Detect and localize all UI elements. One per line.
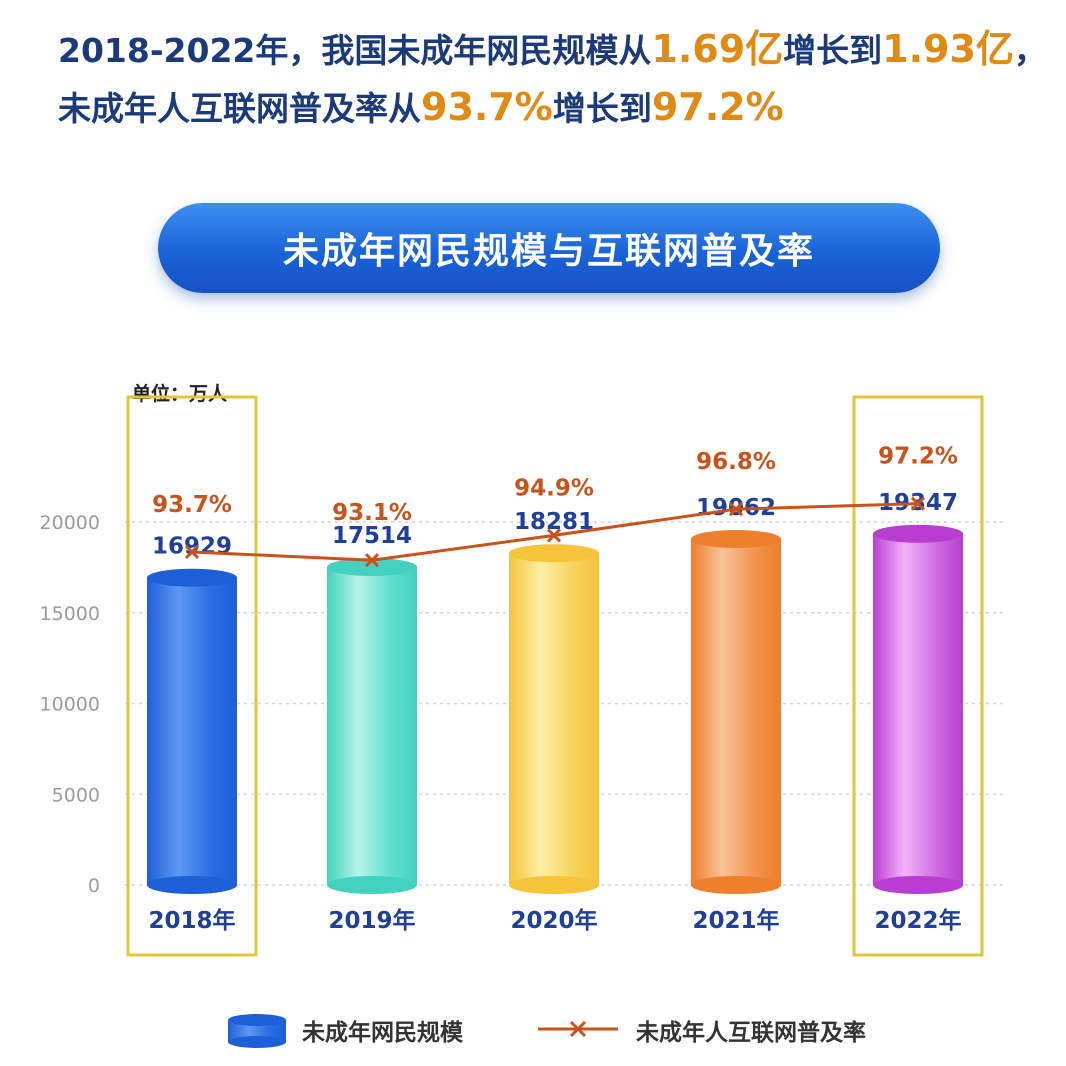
headline-text: ， bbox=[1013, 31, 1047, 70]
headline-line-1: 2018-2022年，我国未成年网民规模从1.69亿增长到1.93亿， bbox=[58, 18, 1047, 73]
line-point bbox=[184, 544, 200, 560]
legend-line-marker bbox=[569, 1020, 587, 1038]
chart-title: 未成年网民规模与互联网普及率 bbox=[282, 231, 815, 272]
bar-base bbox=[147, 876, 237, 894]
y-tick-label: 20000 bbox=[40, 512, 100, 534]
line-value-label: 93.1% bbox=[332, 500, 412, 526]
line-value-label: 97.2% bbox=[878, 444, 958, 470]
y-tick-label: 5000 bbox=[52, 784, 100, 806]
bar-value-label: 16929 bbox=[152, 534, 232, 560]
headline-highlight-to: 1.93亿 bbox=[882, 27, 1014, 71]
x-tick-label: 2019年 bbox=[328, 907, 415, 934]
x-tick-label: 2022年 bbox=[874, 907, 961, 934]
bar-base bbox=[691, 876, 781, 894]
bar-base bbox=[327, 876, 417, 894]
legend-bar-swatch bbox=[228, 1014, 286, 1026]
bar bbox=[509, 553, 599, 885]
legend-line-label: 未成年人互联网普及率 bbox=[636, 1019, 866, 1046]
headline-highlight-to: 97.2% bbox=[651, 85, 784, 129]
bar-cap bbox=[327, 558, 417, 577]
line-point bbox=[728, 502, 744, 517]
headline-text: 增长到 bbox=[552, 89, 652, 128]
y-tick-label: 0 bbox=[88, 875, 100, 897]
bar-cap bbox=[873, 524, 963, 543]
bar bbox=[691, 539, 781, 885]
line-point bbox=[546, 528, 562, 543]
legend-bar-label: 未成年网民规模 bbox=[302, 1019, 464, 1046]
headline-line-2: 未成年人互联网普及率从93.7%增长到97.2% bbox=[58, 82, 784, 130]
headline-highlight-from: 93.7% bbox=[421, 85, 553, 129]
bar bbox=[147, 577, 237, 885]
y-tick-label: 10000 bbox=[40, 694, 100, 716]
line-value-label: 96.8% bbox=[696, 449, 776, 475]
x-tick-label: 2021年 bbox=[692, 907, 779, 934]
headline-text: 2018-2022年，我国未成年网民规模从 bbox=[58, 31, 652, 70]
line-value-label: 94.9% bbox=[514, 475, 594, 501]
chart-title-banner: 未成年网民规模与互联网普及率 bbox=[158, 203, 940, 293]
x-tick-label: 2020年 bbox=[510, 907, 597, 934]
bar-base bbox=[873, 876, 963, 894]
y-tick-label: 15000 bbox=[40, 603, 100, 625]
highlight-box bbox=[126, 395, 258, 957]
legend-bar-swatch-base bbox=[228, 1036, 286, 1048]
bar-cap bbox=[509, 544, 599, 563]
highlight-box bbox=[852, 395, 984, 957]
bar-base bbox=[509, 876, 599, 894]
headline-highlight-from: 1.69亿 bbox=[651, 27, 784, 71]
headline-text: 未成年人互联网普及率从 bbox=[58, 89, 421, 128]
bar bbox=[327, 567, 417, 885]
bar bbox=[873, 533, 963, 885]
unit-label: 单位：万人 bbox=[132, 382, 228, 405]
legend-bar-swatch-body bbox=[228, 1020, 286, 1042]
bar-value-label: 17514 bbox=[332, 523, 412, 549]
x-tick-label: 2018年 bbox=[148, 907, 235, 934]
headline-text: 增长到 bbox=[783, 31, 883, 70]
line-value-label: 93.7% bbox=[152, 492, 232, 518]
line-point bbox=[910, 496, 926, 511]
bar-cap bbox=[147, 568, 237, 587]
bar-cap bbox=[691, 530, 781, 549]
line-point bbox=[364, 553, 380, 568]
